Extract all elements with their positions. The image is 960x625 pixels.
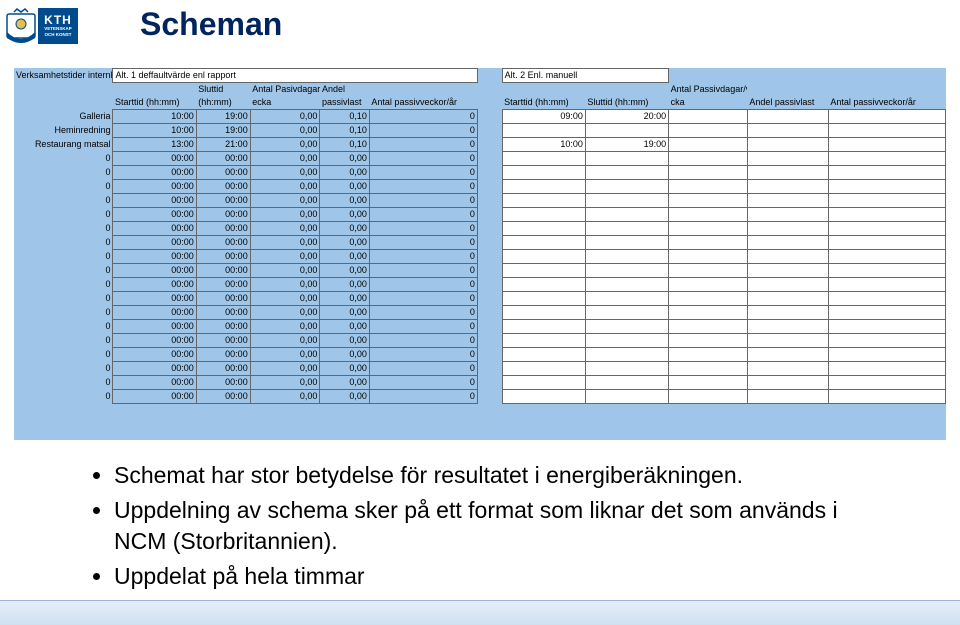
hdr-pd-top: Antal Pasivdagar/v — [250, 83, 320, 97]
row-label: 0 — [14, 376, 113, 390]
row-label: 0 — [14, 320, 113, 334]
row-label: 0 — [14, 208, 113, 222]
kth-logo: KTH VETENSKAP OCH KONST — [6, 4, 84, 48]
bullet-item: Uppdelning av schema sker på ett format … — [114, 495, 880, 557]
alt1-box[interactable]: Alt. 1 deffaultvärde enl rapport — [113, 69, 477, 83]
hdr-end2: Sluttid (hh:mm) — [585, 96, 668, 110]
row-label: 0 — [14, 292, 113, 306]
page-title: Scheman — [140, 6, 282, 43]
row-label: 0 — [14, 390, 113, 404]
row-label: Galleria — [14, 110, 113, 124]
alt2-box[interactable]: Alt. 2 Enl. manuell — [502, 69, 668, 83]
hdr-pd2-top: Antal Passivdagar/ve — [669, 83, 748, 97]
bullet-item: Schemat har stor betydelse för resultate… — [114, 460, 880, 491]
row-label: Heminredning — [14, 124, 113, 138]
row-label: 0 — [14, 166, 113, 180]
bullet-item: Uppdelat på hela timmar — [114, 561, 880, 592]
row-label: 0 — [14, 236, 113, 250]
hdr-pw1: Antal passivveckor/år — [369, 96, 477, 110]
row-label: 0 — [14, 348, 113, 362]
hdr-start1: Starttid (hh:mm) — [113, 96, 196, 110]
logo-line2: OCH KONST — [45, 32, 72, 38]
crest-icon — [6, 8, 36, 44]
spreadsheet: Verksamhetstider internlasterAlt. 1 deff… — [14, 68, 946, 440]
row-label: 0 — [14, 222, 113, 236]
hdr-sluttid-top: Sluttid — [196, 83, 250, 97]
hdr-start2: Starttid (hh:mm) — [502, 96, 585, 110]
row-label: 0 — [14, 250, 113, 264]
row-label: 0 — [14, 278, 113, 292]
footer-bar — [0, 600, 960, 625]
row-label: 0 — [14, 180, 113, 194]
kth-text-block: KTH VETENSKAP OCH KONST — [38, 8, 78, 44]
hdr-pw2: Antal passivveckor/år — [828, 96, 945, 110]
logo-kth: KTH — [44, 14, 72, 26]
row-label: 0 — [14, 152, 113, 166]
hdr-ap2: Andel passivlast — [747, 96, 828, 110]
label-internlaster: Verksamhetstider internlaster — [14, 69, 113, 83]
row-label: 0 — [14, 264, 113, 278]
row-label: Restaurang matsal — [14, 138, 113, 152]
hdr-end1: (hh:mm) — [196, 96, 250, 110]
row-label: 0 — [14, 194, 113, 208]
row-label: 0 — [14, 334, 113, 348]
row-label: 0 — [14, 362, 113, 376]
row-label: 0 — [14, 306, 113, 320]
hdr-andel-top: Andel — [320, 83, 369, 97]
